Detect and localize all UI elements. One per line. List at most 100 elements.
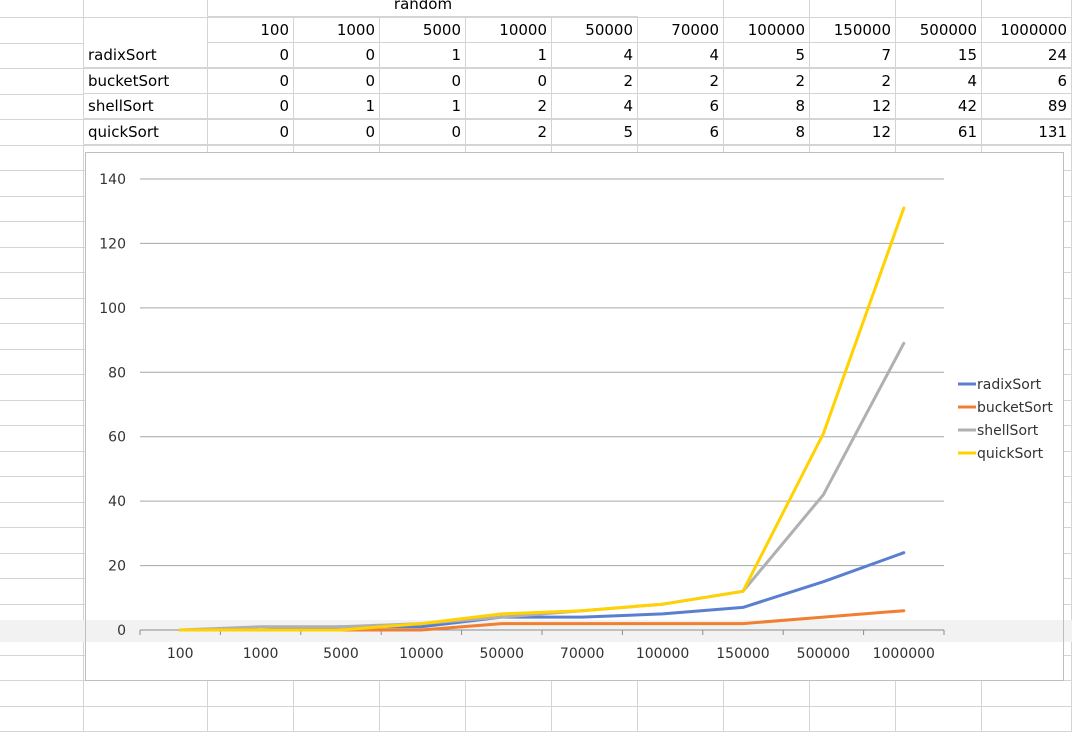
column-header[interactable]: 1000: [294, 18, 380, 43]
sheet-cell[interactable]: [0, 579, 84, 605]
sheet-cell[interactable]: [638, 706, 724, 732]
table-cell[interactable]: 131: [982, 120, 1072, 145]
sheet-cell[interactable]: [552, 706, 638, 732]
table-cell[interactable]: 0: [208, 94, 294, 119]
sheet-cell[interactable]: [810, 681, 896, 707]
sheet-cell[interactable]: [638, 0, 724, 18]
sheet-cell[interactable]: [0, 349, 84, 375]
sheet-cell[interactable]: [0, 630, 84, 656]
sheet-cell[interactable]: [0, 145, 84, 171]
column-header[interactable]: 5000: [380, 18, 466, 43]
table-cell[interactable]: 2: [466, 120, 552, 145]
sheet-cell[interactable]: [294, 706, 380, 732]
sheet-cell[interactable]: [0, 528, 84, 554]
column-header[interactable]: 150000: [810, 18, 896, 43]
sheet-cell[interactable]: [0, 171, 84, 197]
table-cell[interactable]: 2: [724, 69, 810, 94]
table-cell[interactable]: 7: [810, 43, 896, 68]
sheet-cell[interactable]: [982, 706, 1072, 732]
table-cell[interactable]: 6: [638, 120, 724, 145]
sheet-cell[interactable]: [0, 324, 84, 350]
sheet-cell[interactable]: [466, 706, 552, 732]
sheet-cell[interactable]: [724, 681, 810, 707]
table-cell[interactable]: 0: [380, 120, 466, 145]
sheet-cell[interactable]: [552, 681, 638, 707]
column-header[interactable]: 100: [208, 18, 294, 43]
sheet-cell[interactable]: [380, 681, 466, 707]
line-chart[interactable]: 0 20 40 60 80 100 120 140 100 1000 5000 10000 50000 7…: [85, 152, 1064, 681]
sheet-cell[interactable]: [0, 706, 84, 732]
column-header[interactable]: 100000: [724, 18, 810, 43]
table-cell[interactable]: 4: [552, 43, 638, 68]
sheet-cell[interactable]: [0, 477, 84, 503]
sheet-cell[interactable]: [0, 247, 84, 273]
table-cell[interactable]: 15: [896, 43, 982, 68]
sheet-cell[interactable]: [0, 655, 84, 681]
sheet-cell[interactable]: [724, 0, 810, 18]
table-cell[interactable]: 1: [380, 94, 466, 119]
sheet-cell[interactable]: [208, 681, 294, 707]
table-cell[interactable]: 5: [724, 43, 810, 68]
sheet-cell[interactable]: [84, 0, 208, 18]
table-cell[interactable]: 6: [982, 69, 1072, 94]
table-cell[interactable]: 4: [896, 69, 982, 94]
table-cell[interactable]: 0: [208, 120, 294, 145]
sheet-cell[interactable]: [84, 681, 208, 707]
sheet-cell[interactable]: [466, 681, 552, 707]
table-cell[interactable]: 1: [466, 43, 552, 68]
sheet-cell[interactable]: [0, 375, 84, 401]
table-cell[interactable]: 4: [552, 94, 638, 119]
row-label[interactable]: shellSort: [84, 94, 208, 119]
table-cell[interactable]: 89: [982, 94, 1072, 119]
sheet-cell[interactable]: [724, 706, 810, 732]
sheet-cell[interactable]: [380, 706, 466, 732]
sheet-cell[interactable]: [0, 273, 84, 299]
sheet-cell[interactable]: [208, 706, 294, 732]
table-cell[interactable]: 2: [638, 69, 724, 94]
sheet-cell[interactable]: [0, 18, 84, 44]
sheet-cell[interactable]: [0, 502, 84, 528]
sheet-cell[interactable]: [896, 706, 982, 732]
sheet-cell[interactable]: [0, 681, 84, 707]
table-cell[interactable]: 24: [982, 43, 1072, 68]
sheet-cell[interactable]: [294, 681, 380, 707]
sheet-cell[interactable]: [84, 706, 208, 732]
sheet-cell[interactable]: [0, 0, 84, 18]
sheet-cell[interactable]: [0, 426, 84, 452]
table-cell[interactable]: 5: [552, 120, 638, 145]
column-header[interactable]: 500000: [896, 18, 982, 43]
table-cell[interactable]: 8: [724, 120, 810, 145]
sheet-cell[interactable]: [0, 451, 84, 477]
table-cell[interactable]: 0: [380, 69, 466, 94]
table-cell[interactable]: 0: [208, 43, 294, 68]
row-label[interactable]: bucketSort: [84, 69, 208, 94]
sheet-cell[interactable]: [0, 69, 84, 95]
table-cell[interactable]: 0: [294, 69, 380, 94]
table-cell[interactable]: 1: [294, 94, 380, 119]
sheet-cell[interactable]: [0, 196, 84, 222]
sheet-cell[interactable]: [638, 681, 724, 707]
sheet-cell[interactable]: [0, 400, 84, 426]
table-cell[interactable]: 1: [380, 43, 466, 68]
sheet-cell[interactable]: [0, 553, 84, 579]
table-cell[interactable]: 4: [638, 43, 724, 68]
table-cell[interactable]: 12: [810, 94, 896, 119]
row-label[interactable]: quickSort: [84, 120, 208, 145]
table-cell[interactable]: 0: [294, 43, 380, 68]
row-label[interactable]: radixSort: [84, 43, 208, 68]
sheet-cell[interactable]: [0, 222, 84, 248]
column-header[interactable]: 70000: [638, 18, 724, 43]
sheet-cell[interactable]: [84, 18, 208, 44]
sheet-cell[interactable]: [896, 681, 982, 707]
table-cell[interactable]: 0: [466, 69, 552, 94]
sheet-cell[interactable]: [810, 706, 896, 732]
table-cell[interactable]: 6: [638, 94, 724, 119]
sheet-cell[interactable]: [0, 43, 84, 69]
sheet-cell[interactable]: [0, 298, 84, 324]
table-cell[interactable]: 2: [466, 94, 552, 119]
table-cell[interactable]: 0: [294, 120, 380, 145]
group-header-random[interactable]: random: [208, 0, 638, 17]
sheet-cell[interactable]: [982, 0, 1072, 18]
sheet-cell[interactable]: [0, 120, 84, 146]
column-header[interactable]: 1000000: [982, 18, 1072, 43]
